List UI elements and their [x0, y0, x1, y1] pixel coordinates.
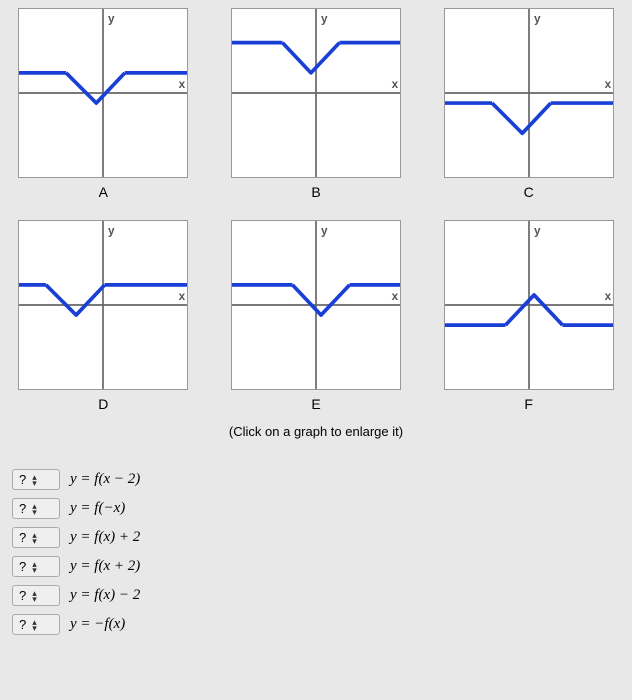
graph-label-d: D [98, 396, 108, 412]
svg-text:y: y [321, 224, 328, 237]
question-row: ? ▴▾ y = f(x − 2) [12, 469, 620, 490]
stepper-icon: ▴▾ [32, 590, 37, 602]
graph-cell-b: yxB [225, 8, 408, 200]
question-list: ? ▴▾ y = f(x − 2)? ▴▾ y = f(−x)? ▴▾ y = f(x) +… [12, 469, 620, 635]
graph-a[interactable]: yx [18, 8, 188, 178]
question-row: ? ▴▾ y = f(x) + 2 [12, 527, 620, 548]
selector-value: ? [19, 617, 26, 632]
graph-f[interactable]: yx [444, 220, 614, 390]
formula-text: y = −f(x) [70, 616, 125, 633]
svg-text:x: x [604, 290, 611, 303]
question-row: ? ▴▾ y = −f(x) [12, 614, 620, 635]
svg-text:x: x [179, 78, 186, 91]
question-row: ? ▴▾ y = f(x) − 2 [12, 585, 620, 606]
question-row: ? ▴▾ y = f(x + 2) [12, 556, 620, 577]
selector-value: ? [19, 530, 26, 545]
svg-text:x: x [392, 290, 399, 303]
svg-text:y: y [108, 12, 115, 25]
svg-text:y: y [321, 12, 328, 25]
stepper-icon: ▴▾ [32, 503, 37, 515]
graph-cell-e: yxE [225, 220, 408, 412]
graph-grid: yxAyxByxCyxDyxEyxF [12, 8, 620, 412]
enlarge-hint: (Click on a graph to enlarge it) [12, 424, 620, 439]
graph-label-f: F [524, 396, 533, 412]
stepper-icon: ▴▾ [32, 474, 37, 486]
stepper-icon: ▴▾ [32, 619, 37, 631]
question-row: ? ▴▾ y = f(−x) [12, 498, 620, 519]
graph-b[interactable]: yx [231, 8, 401, 178]
graph-label-e: E [311, 396, 320, 412]
graph-d[interactable]: yx [18, 220, 188, 390]
formula-text: y = f(x) + 2 [70, 529, 140, 546]
answer-selector[interactable]: ? ▴▾ [12, 469, 60, 490]
formula-text: y = f(x − 2) [70, 471, 140, 488]
graph-label-b: B [311, 184, 320, 200]
selector-value: ? [19, 588, 26, 603]
selector-value: ? [19, 472, 26, 487]
graph-label-c: C [524, 184, 534, 200]
graph-cell-d: yxD [12, 220, 195, 412]
answer-selector[interactable]: ? ▴▾ [12, 527, 60, 548]
graph-cell-c: yxC [437, 8, 620, 200]
svg-text:y: y [534, 12, 541, 25]
formula-text: y = f(x + 2) [70, 558, 140, 575]
graph-cell-a: yxA [12, 8, 195, 200]
selector-value: ? [19, 501, 26, 516]
graph-e[interactable]: yx [231, 220, 401, 390]
svg-text:x: x [179, 290, 186, 303]
svg-text:x: x [604, 78, 611, 91]
svg-text:y: y [108, 224, 115, 237]
selector-value: ? [19, 559, 26, 574]
graph-label-a: A [99, 184, 108, 200]
formula-text: y = f(−x) [70, 500, 125, 517]
stepper-icon: ▴▾ [32, 532, 37, 544]
graph-c[interactable]: yx [444, 8, 614, 178]
answer-selector[interactable]: ? ▴▾ [12, 614, 60, 635]
svg-text:y: y [534, 224, 541, 237]
answer-selector[interactable]: ? ▴▾ [12, 556, 60, 577]
graph-cell-f: yxF [437, 220, 620, 412]
answer-selector[interactable]: ? ▴▾ [12, 498, 60, 519]
svg-text:x: x [392, 78, 399, 91]
stepper-icon: ▴▾ [32, 561, 37, 573]
formula-text: y = f(x) − 2 [70, 587, 140, 604]
answer-selector[interactable]: ? ▴▾ [12, 585, 60, 606]
